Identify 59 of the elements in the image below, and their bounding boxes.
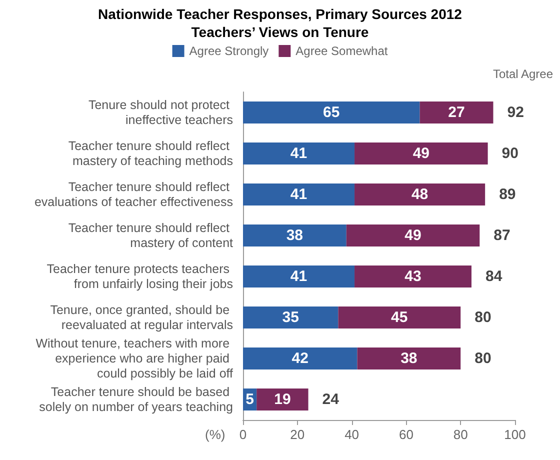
chart-title: Nationwide Teacher Responses, Primary Sources 2012 [98,6,462,22]
total-label: 80 [474,350,492,367]
data-label: 19 [274,391,291,408]
bar [338,306,461,328]
data-label: 41 [290,268,308,285]
bar [256,388,308,410]
y-tick-label: Teacher tenure should reflect evaluations of teacher effectiveness [34,180,233,209]
y-tick-label: Without tenure, teachers with more experience who are higher paid could possibly be laid off [36,336,234,380]
data-label: 5 [246,391,254,408]
bar [354,184,486,206]
data-label: 48 [411,186,428,203]
legend-label: Agree Somewhat [296,44,388,58]
bar [420,102,494,124]
data-label: 35 [282,309,299,326]
data-label: 49 [404,227,422,244]
data-label: 65 [323,104,340,121]
bar [346,224,480,246]
total-label: 80 [474,309,492,326]
chart-subtitle: Teachers’ Views on Tenure [191,24,369,40]
y-tick-label: Teacher tenure should be based solely on number of years teaching [39,385,234,414]
y-tick-label: Tenure, once granted, should be reevaluated at regular intervals [50,303,233,332]
x-tick-label: 60 [398,427,414,442]
data-label: 49 [412,145,430,162]
total-label: 92 [507,104,524,121]
total-label: 90 [502,145,518,162]
total-label: 89 [499,186,516,203]
data-label: 27 [448,104,465,121]
bar [243,184,355,206]
total-label: 24 [322,391,340,408]
y-tick-label: Tenure should not protect ineffective teachers [88,98,233,127]
x-tick-label: 20 [290,427,305,442]
x-tick-label: 40 [344,427,360,442]
y-tick-label: Teacher tenure should reflect mastery of content [68,221,234,250]
bar [357,348,461,370]
x-tick-label: 0 [239,427,247,442]
x-tick-label: 80 [453,427,468,442]
data-label: 38 [286,227,304,244]
data-label: 45 [391,309,408,326]
y-tick-label: Teacher tenure should reflect mastery of teaching methods [68,139,233,168]
bar [243,142,355,164]
data-label: 41 [290,145,308,162]
data-label: 42 [292,350,308,367]
legend-label: Agree Strongly [189,44,269,58]
bar [243,306,338,328]
bar [354,142,488,164]
data-label: 43 [404,268,422,285]
total-label: 87 [494,227,510,244]
bar [243,266,355,288]
bar [243,224,346,246]
bar [354,266,472,288]
bar [243,348,358,370]
x-axis-title: (%) [205,427,226,442]
data-label: 38 [400,350,418,367]
text: Total Agree [492,67,554,81]
bar [243,102,420,124]
x-tick-label: 100 [504,427,526,442]
y-tick-label: Teacher tenure protects teachers from unfairly losing their jobs [46,262,233,291]
data-label: 41 [290,186,308,203]
total-label: 84 [485,268,503,285]
